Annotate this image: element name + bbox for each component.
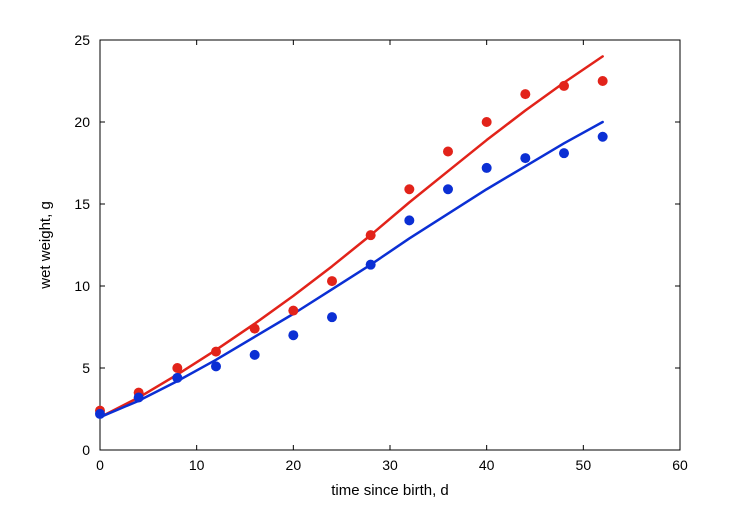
marker-red-scatter xyxy=(250,324,260,334)
marker-red-scatter xyxy=(482,117,492,127)
marker-blue-scatter xyxy=(134,393,144,403)
marker-red-scatter xyxy=(443,147,453,157)
marker-red-scatter xyxy=(327,276,337,286)
marker-blue-scatter xyxy=(288,330,298,340)
marker-red-scatter xyxy=(598,76,608,86)
marker-red-scatter xyxy=(172,363,182,373)
y-tick-label: 25 xyxy=(74,32,90,48)
x-tick-label: 40 xyxy=(479,457,495,473)
marker-blue-scatter xyxy=(443,184,453,194)
marker-blue-scatter xyxy=(211,361,221,371)
x-tick-label: 30 xyxy=(382,457,398,473)
chart-svg: 0 10 20 30 40 50 60 0 5 10 15 20 25 time since birth,… xyxy=(0,0,729,521)
series-red-line xyxy=(100,56,603,417)
series-blue-line xyxy=(100,122,603,417)
marker-red-scatter xyxy=(211,347,221,357)
marker-blue-scatter xyxy=(250,350,260,360)
marker-red-scatter xyxy=(520,89,530,99)
x-tick-label: 10 xyxy=(189,457,205,473)
x-tick-label: 50 xyxy=(576,457,592,473)
marker-blue-scatter xyxy=(520,153,530,163)
growth-chart: 0 10 20 30 40 50 60 0 5 10 15 20 25 time since birth,… xyxy=(0,0,729,521)
y-tick-label: 15 xyxy=(74,196,90,212)
y-axis-label: wet weight, g xyxy=(37,201,54,290)
marker-blue-scatter xyxy=(482,163,492,173)
x-tick-label: 0 xyxy=(96,457,104,473)
x-tick-label: 60 xyxy=(672,457,688,473)
marker-red-scatter xyxy=(559,81,569,91)
y-tick-label: 0 xyxy=(82,442,90,458)
x-axis-label: time since birth, d xyxy=(331,482,449,499)
axes-box xyxy=(100,40,680,450)
marker-blue-scatter xyxy=(327,312,337,322)
marker-blue-scatter xyxy=(95,409,105,419)
y-tick-label: 5 xyxy=(82,360,90,376)
marker-blue-scatter xyxy=(366,260,376,270)
marker-blue-scatter xyxy=(404,215,414,225)
y-tick-label: 20 xyxy=(74,114,90,130)
marker-red-scatter xyxy=(288,306,298,316)
y-tick-label: 10 xyxy=(74,278,90,294)
marker-blue-scatter xyxy=(598,132,608,142)
marker-blue-scatter xyxy=(559,148,569,158)
marker-red-scatter xyxy=(366,230,376,240)
marker-blue-scatter xyxy=(172,373,182,383)
x-tick-label: 20 xyxy=(286,457,302,473)
marker-red-scatter xyxy=(404,184,414,194)
